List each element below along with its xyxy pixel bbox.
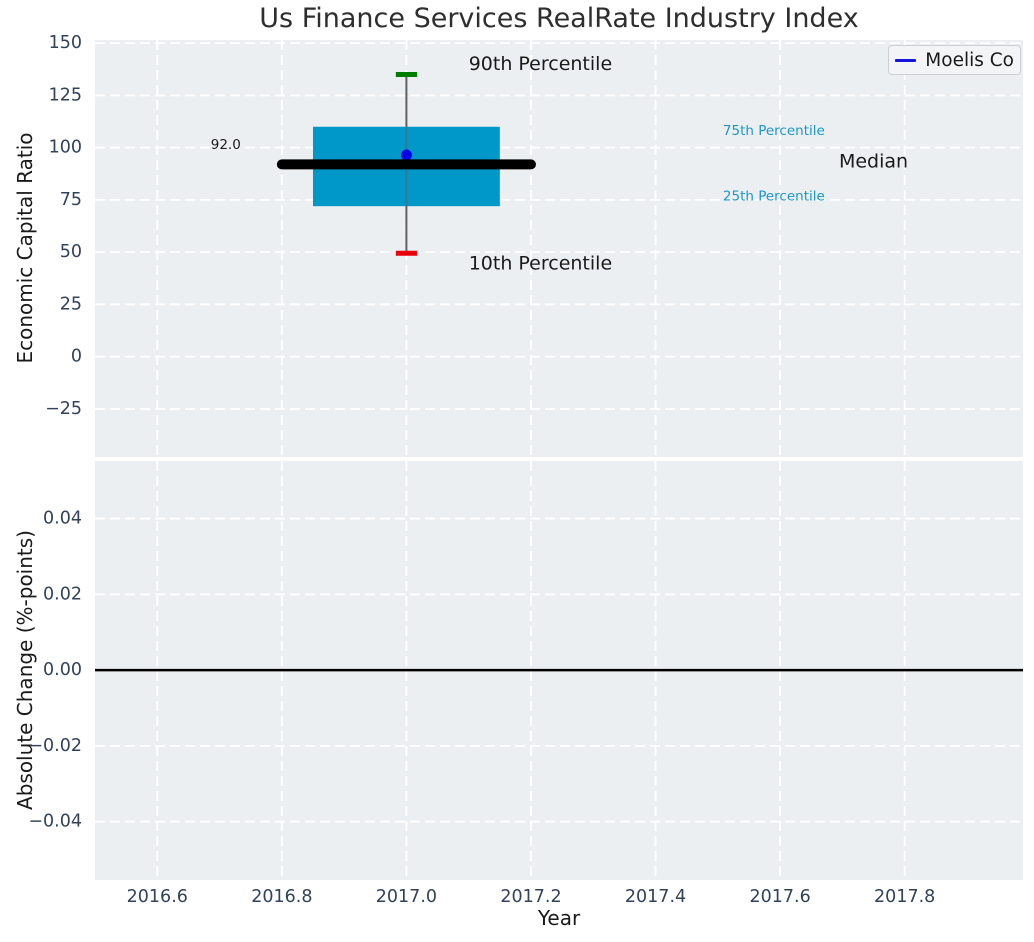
annotation-25th-percentile: 25th Percentile: [723, 189, 825, 205]
annotation-90th-percentile: 90th Percentile: [469, 53, 612, 75]
x-tick-label: 2017.2: [500, 887, 561, 907]
y-tick-label: −0.02: [28, 736, 82, 756]
y-tick-label: 0.02: [43, 584, 82, 604]
legend-label: Moelis Co: [925, 49, 1014, 71]
y-tick-label: 0: [71, 347, 82, 367]
y-tick-label: 25: [60, 294, 82, 314]
x-tick-label: 2017.0: [376, 887, 437, 907]
y-tick-label: 0.00: [43, 660, 82, 680]
y-tick-label: 75: [60, 190, 82, 210]
annotation-92-0: 92.0: [211, 137, 241, 153]
plot-area-top: [95, 40, 1023, 457]
y-tick-label: −25: [45, 399, 82, 419]
x-tick-label: 2017.8: [874, 887, 935, 907]
x-axis-label: Year: [537, 906, 581, 930]
x-tick-label: 2017.4: [625, 887, 686, 907]
legend-line-icon: [895, 58, 917, 62]
company-marker: [400, 149, 412, 161]
chart-title: Us Finance Services RealRate Industry In…: [259, 3, 859, 34]
y-tick-label: 50: [60, 242, 82, 262]
y-tick-label: −0.04: [28, 812, 82, 832]
annotation-10th-percentile: 10th Percentile: [469, 252, 612, 274]
y-tick-label: 100: [49, 138, 82, 158]
annotation-median: Median: [839, 150, 908, 172]
x-tick-label: 2017.6: [749, 887, 810, 907]
y-tick-label: 0.04: [43, 509, 82, 529]
x-tick-label: 2016.6: [127, 887, 188, 907]
y-tick-label: 125: [49, 85, 82, 105]
y-tick-label: 150: [49, 33, 82, 53]
annotation-75th-percentile: 75th Percentile: [723, 123, 825, 139]
legend: Moelis Co: [888, 45, 1021, 75]
x-tick-label: 2016.8: [251, 887, 312, 907]
